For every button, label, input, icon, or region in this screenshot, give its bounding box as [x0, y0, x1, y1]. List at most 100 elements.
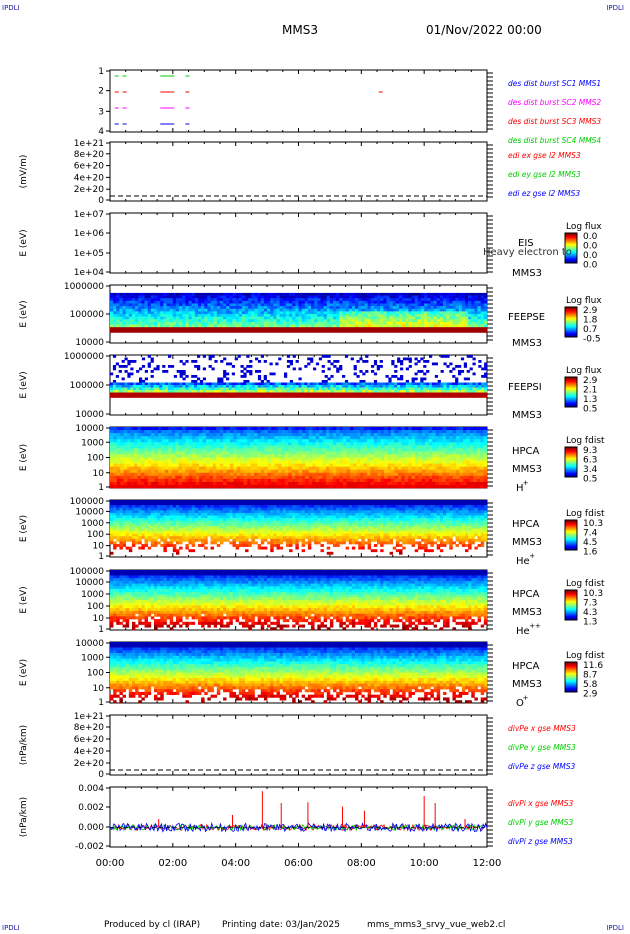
- spectrogram-cell: [353, 382, 357, 386]
- spectrogram-cell: [231, 395, 235, 398]
- colorbar-cell: [565, 395, 577, 397]
- spectrogram-cell: [322, 472, 327, 477]
- spectrogram-cell: [243, 460, 248, 464]
- spectrogram-cell: [209, 481, 214, 486]
- spectrogram-cell: [192, 472, 196, 477]
- spectrogram-cell: [131, 324, 136, 328]
- spectrogram-cell: [320, 303, 324, 307]
- spectrogram-cell: [160, 298, 164, 302]
- spectrogram-cell: [179, 327, 183, 331]
- spectrogram-cell: [402, 392, 407, 396]
- spectrogram-cell: [361, 295, 365, 299]
- spectrogram-cell: [329, 484, 334, 489]
- spectrogram-cell: [480, 298, 485, 302]
- spectrogram-cell: [127, 362, 131, 366]
- spectrogram-cell: [191, 316, 196, 320]
- spectrogram-cell: [245, 300, 249, 304]
- spectrogram-cell: [130, 457, 135, 461]
- spectrogram-cell: [157, 472, 162, 477]
- spectrogram-cell: [266, 387, 270, 391]
- spectrogram-cell: [157, 298, 161, 302]
- spectrogram-cell: [260, 327, 265, 331]
- spectrogram-cell: [449, 292, 453, 296]
- spectrogram-cell: [329, 295, 334, 299]
- spectrogram-cell: [133, 457, 138, 461]
- spectrogram-cell: [135, 311, 139, 315]
- spectrogram-cell: [282, 311, 287, 315]
- spectrogram-cell: [252, 390, 256, 393]
- spectrogram-cell: [257, 451, 262, 455]
- spectrogram-cell: [204, 329, 208, 333]
- spectrogram-cell: [245, 295, 249, 299]
- colorbar-cell: [565, 394, 577, 396]
- spectrogram-cell: [332, 472, 337, 477]
- spectrogram-cell: [395, 319, 400, 323]
- spectrogram-cell: [213, 321, 218, 325]
- spectrogram-cell: [249, 365, 253, 368]
- spectrogram-cell: [373, 306, 378, 310]
- spectrogram-cell: [307, 316, 312, 320]
- colorbar-cell: [565, 246, 577, 248]
- spectrogram-cell: [402, 387, 407, 391]
- spectrogram-cell: [363, 484, 368, 489]
- spectrogram-cell: [240, 448, 244, 452]
- spectrogram-cell: [147, 484, 152, 489]
- spectrogram-cell: [116, 484, 121, 489]
- spectrogram-cell: [274, 439, 279, 443]
- spectrogram-cell: [329, 300, 334, 304]
- spectrogram-cell: [324, 380, 328, 383]
- spectrogram-cell: [399, 298, 403, 302]
- spectrogram-cell: [214, 395, 218, 398]
- spectrogram-cell: [113, 445, 118, 449]
- spectrogram-cell: [305, 469, 310, 474]
- spectrogram-cell: [139, 395, 143, 398]
- spectrogram-cell: [318, 392, 322, 396]
- spectrogram-cell: [116, 469, 121, 474]
- spectrogram-cell: [367, 481, 371, 486]
- spectrogram-cell: [159, 382, 163, 386]
- spectrogram-cell: [257, 387, 262, 391]
- spectrogram-cell: [118, 370, 122, 373]
- spectrogram-cell: [284, 433, 289, 437]
- spectrogram-cell: [301, 298, 306, 302]
- spectrogram-cell: [269, 385, 273, 388]
- spectrogram-cell: [292, 324, 296, 328]
- spectrogram-cell: [223, 466, 227, 470]
- spectrogram-cell: [282, 308, 287, 312]
- spectrogram-cell: [178, 484, 183, 489]
- spectrogram-cell: [151, 478, 155, 483]
- spectrogram-cell: [197, 321, 202, 325]
- spectrogram-cell: [246, 380, 250, 383]
- spectrogram-cell: [185, 385, 189, 388]
- spectrogram-cell: [160, 321, 164, 325]
- spectrogram-cell: [248, 303, 252, 307]
- spectrogram-cell: [392, 292, 397, 296]
- spectrogram-cell: [292, 300, 296, 304]
- spectrogram-cell: [140, 442, 145, 446]
- spectrogram-cell: [319, 442, 323, 446]
- spectrogram-cell: [219, 319, 224, 323]
- spectrogram-cell: [411, 314, 416, 317]
- spectrogram-cell: [288, 460, 292, 464]
- spectrogram-cell: [312, 448, 316, 452]
- spectrogram-cell: [356, 385, 360, 388]
- spectrogram-cell: [292, 382, 296, 386]
- spectrogram-cell: [346, 472, 351, 477]
- spectrogram-cell: [181, 457, 186, 461]
- spectrogram-cell: [141, 365, 146, 368]
- spectrogram-cell: [173, 392, 177, 396]
- spectrogram-cell: [367, 433, 371, 437]
- spectrogram-cell: [131, 319, 136, 323]
- spectrogram-cell: [329, 457, 334, 461]
- spectrogram-cell: [130, 385, 134, 388]
- spectrogram-cell: [460, 382, 465, 386]
- spectrogram-cell: [245, 303, 249, 307]
- spectrogram-cell: [211, 367, 215, 371]
- spectrogram-cell: [313, 382, 317, 386]
- spectrogram-cell: [209, 457, 214, 461]
- spectrogram-cell: [249, 370, 253, 373]
- spectrogram-cell: [281, 442, 286, 446]
- spectrogram-cell: [217, 392, 221, 396]
- spectrogram-cell: [254, 316, 258, 320]
- spectrogram-cell: [336, 314, 340, 317]
